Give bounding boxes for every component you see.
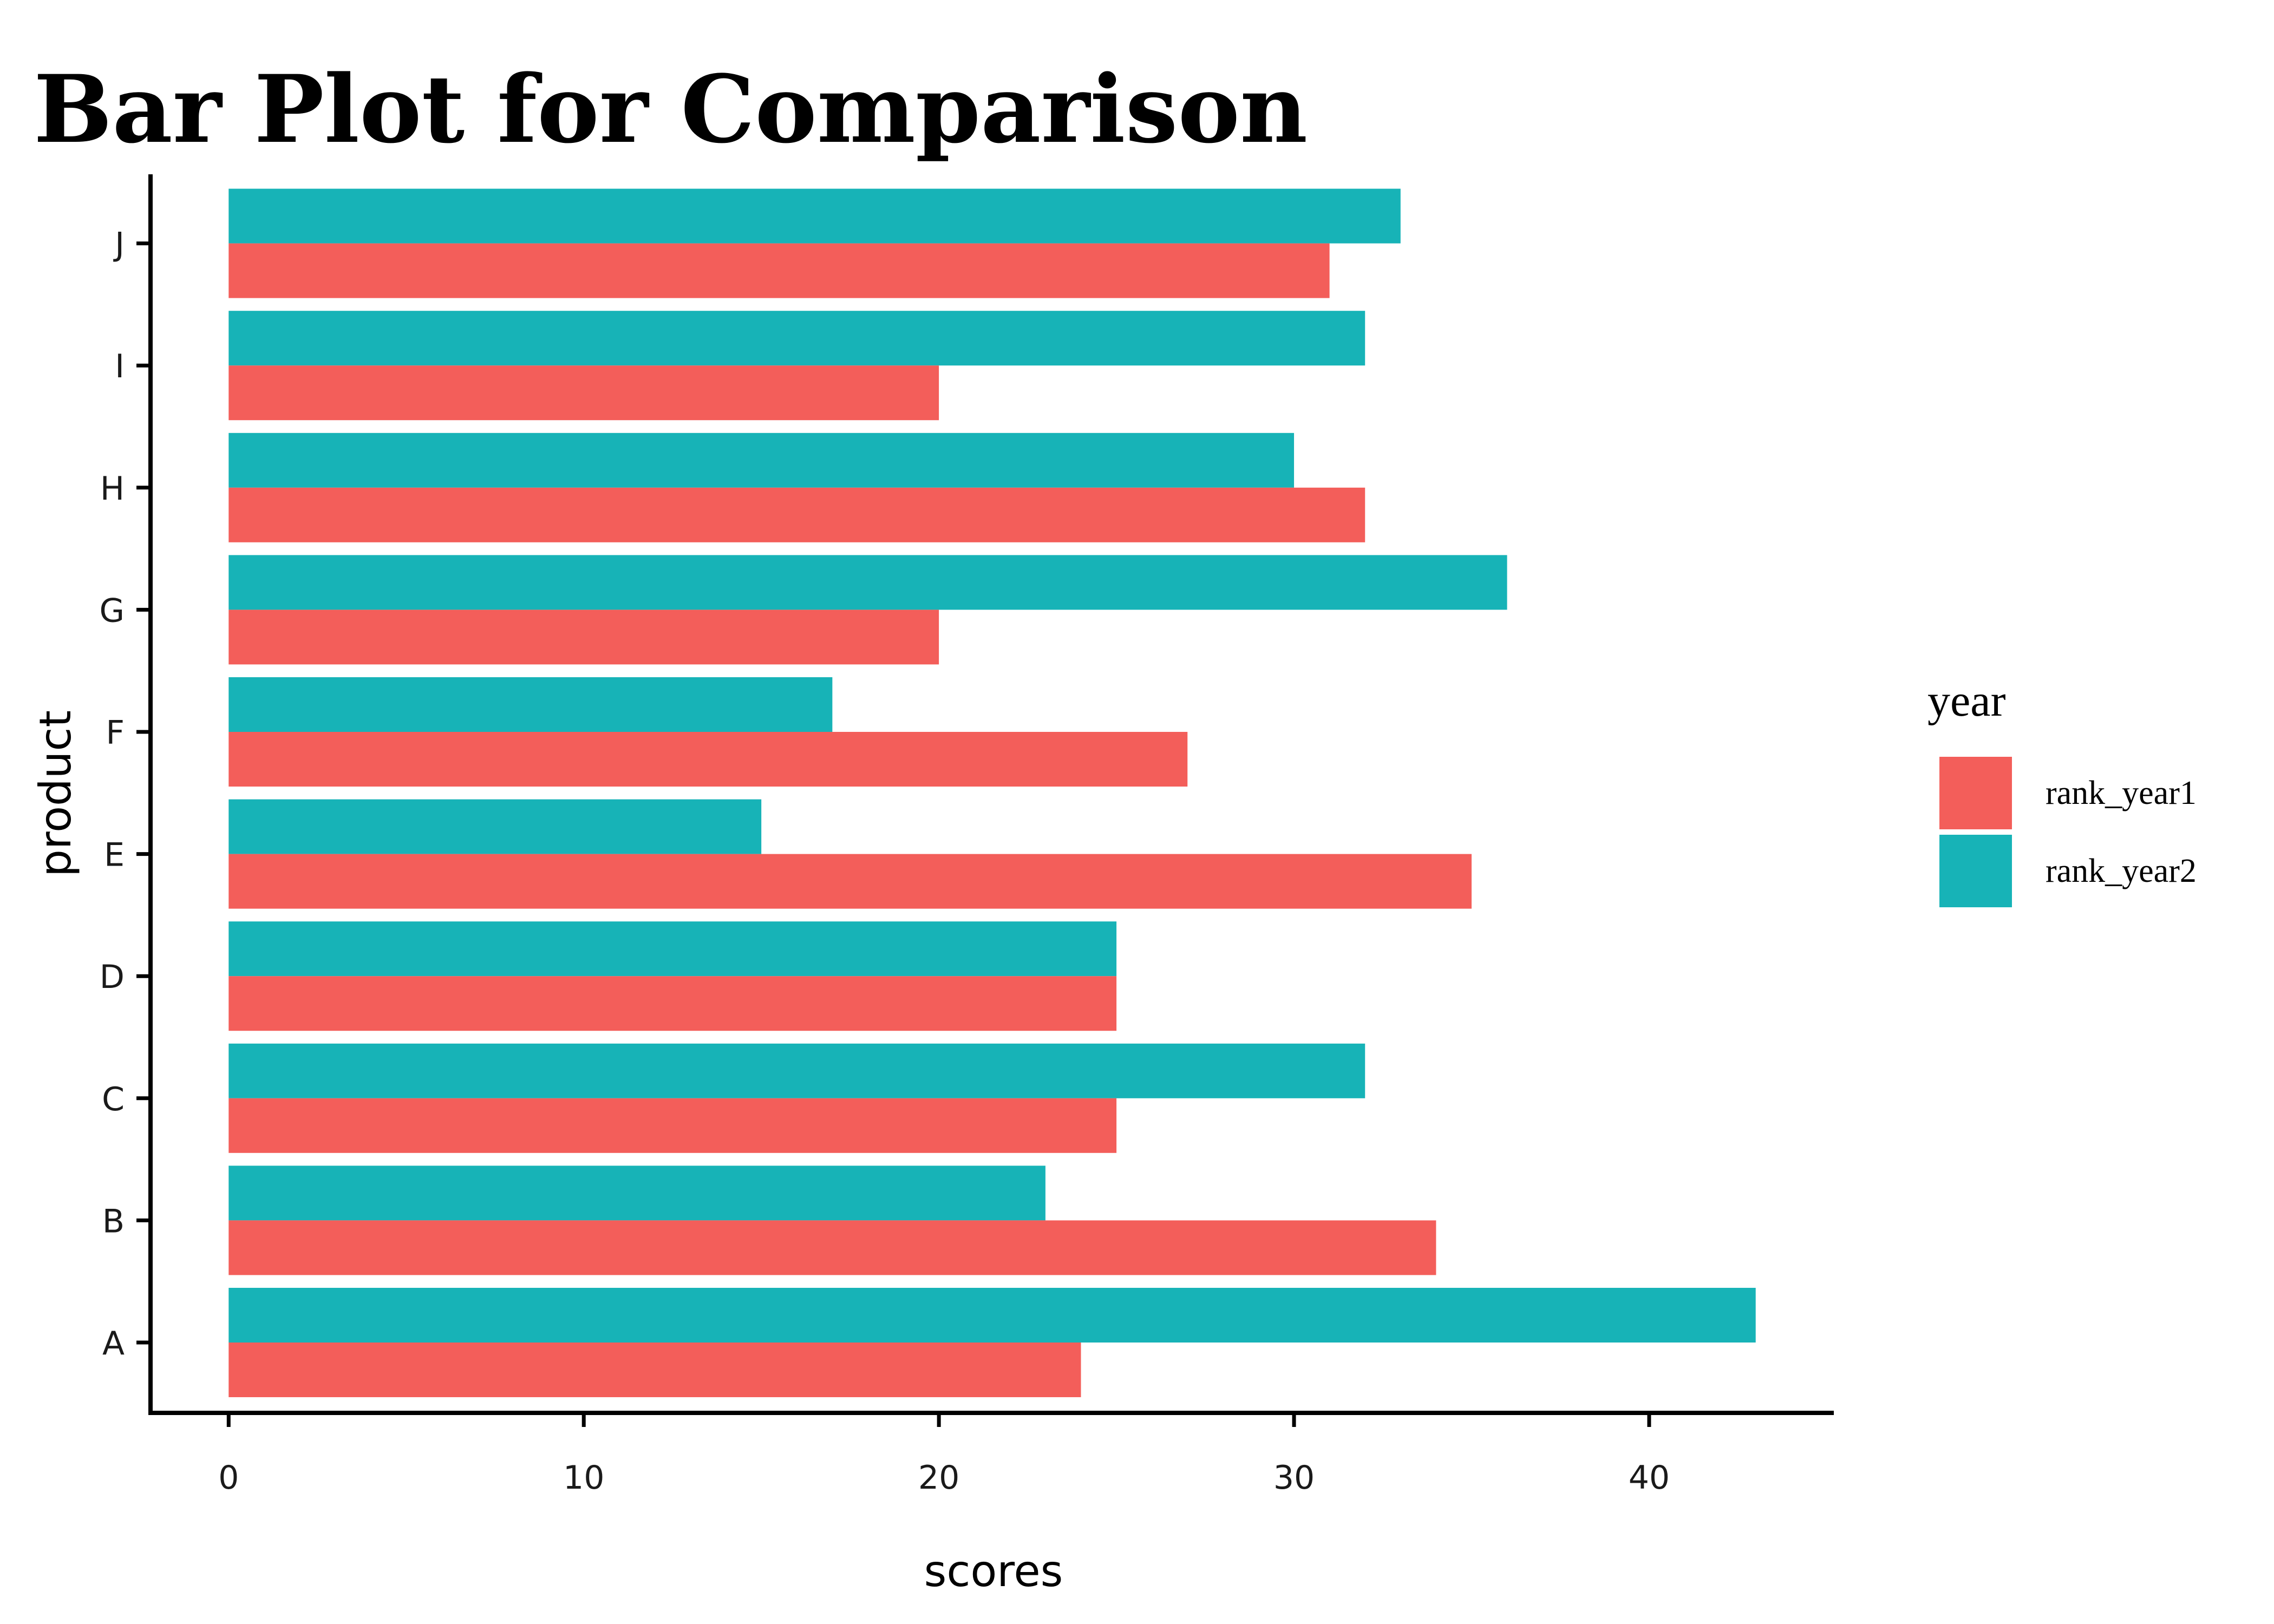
legend-label-rank_year1: rank_year1 <box>2046 775 2197 811</box>
bar-rank_year2-I <box>228 311 1365 366</box>
legend: year rank_year1 rank_year2 <box>1927 676 2197 907</box>
legend-label-rank_year2: rank_year2 <box>2046 853 2197 889</box>
y-tick-label: D <box>100 958 125 996</box>
y-tick-label: I <box>115 348 125 385</box>
bar-rank_year1-D <box>228 976 1117 1031</box>
bar-rank_year2-B <box>228 1165 1045 1221</box>
y-tick-label: C <box>102 1081 125 1118</box>
y-tick-label: G <box>100 592 125 630</box>
bar-rank_year2-E <box>228 799 762 854</box>
x-tick-label: 0 <box>218 1459 239 1497</box>
legend-key-rank_year2 <box>1939 835 2012 907</box>
y-axis-ticks: A B C D E F G H I J <box>100 226 151 1363</box>
y-tick-label: F <box>106 714 125 752</box>
x-tick-label: 30 <box>1273 1459 1315 1497</box>
bar-rank_year2-A <box>228 1288 1756 1343</box>
legend-title: year <box>1927 676 2006 726</box>
legend-items: rank_year1 rank_year2 <box>1939 757 2197 907</box>
y-tick-label: A <box>102 1325 125 1363</box>
bar-rank_year1-C <box>228 1098 1117 1153</box>
bar-rank_year1-F <box>228 732 1188 787</box>
bar-rank_year2-G <box>228 555 1507 610</box>
bar-rank_year2-F <box>228 677 833 732</box>
y-tick-label: H <box>100 470 125 508</box>
bar-rank_year1-G <box>228 610 939 665</box>
y-axis-title: product <box>30 710 81 877</box>
x-tick-label: 20 <box>918 1459 959 1497</box>
chart-title: Bar Plot for Comparison <box>34 54 1308 164</box>
bar-rank_year2-J <box>228 188 1401 244</box>
bar-rank_year1-J <box>228 243 1330 298</box>
bar-rank_year2-C <box>228 1043 1365 1098</box>
x-axis-title: scores <box>924 1546 1063 1596</box>
bar-rank_year2-H <box>228 433 1295 488</box>
bar-rank_year2-D <box>228 921 1117 977</box>
y-tick-label: J <box>113 226 125 264</box>
bar-rank_year1-B <box>228 1220 1436 1275</box>
bars <box>228 188 1756 1397</box>
x-tick-label: 40 <box>1629 1459 1670 1497</box>
bar-rank_year1-A <box>228 1343 1081 1397</box>
legend-key-rank_year1 <box>1939 757 2012 829</box>
bar-rank_year1-I <box>228 365 939 421</box>
x-axis-ticks: 0 10 20 30 40 <box>218 1413 1670 1497</box>
bar-rank_year1-H <box>228 487 1365 542</box>
bar-rank_year1-E <box>228 854 1472 909</box>
y-tick-label: E <box>104 836 125 874</box>
x-tick-label: 10 <box>563 1459 604 1497</box>
y-tick-label: B <box>102 1202 125 1240</box>
